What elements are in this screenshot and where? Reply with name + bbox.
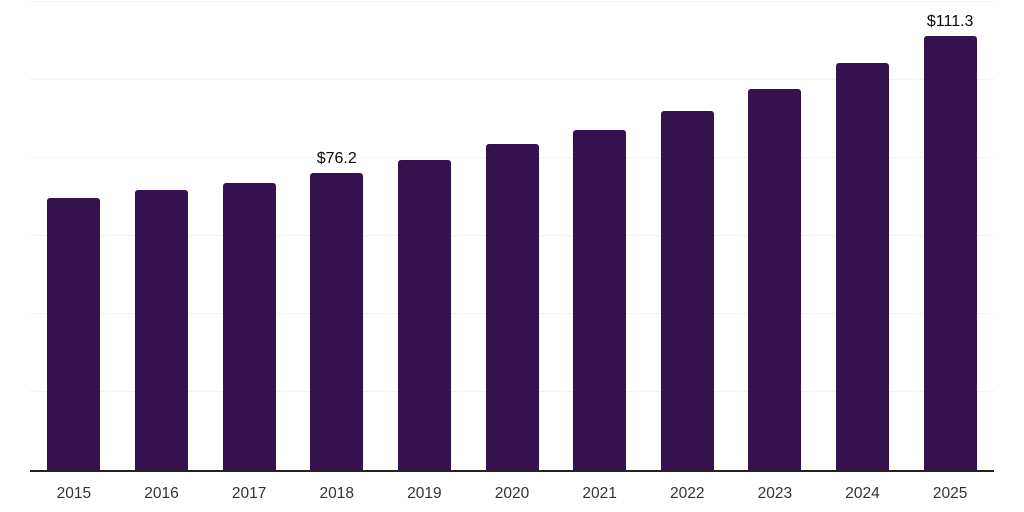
bar-2021 <box>573 129 627 470</box>
bar-2025 <box>923 35 977 470</box>
bar-2016 <box>134 190 188 470</box>
bar-2024 <box>836 63 890 470</box>
data-label-2025: $111.3 <box>926 12 974 30</box>
x-tick-2018: 2018 <box>319 485 354 502</box>
x-tick-2019: 2019 <box>407 485 442 502</box>
bar-2022 <box>660 110 714 470</box>
bar-2023 <box>748 88 802 470</box>
x-tick-2020: 2020 <box>494 485 530 502</box>
x-tick-2023: 2023 <box>757 485 793 502</box>
bar-2019 <box>397 159 451 470</box>
x-axis-labels: 2015 2016 2017 2018 2019 2020 2021 2022 2023 2024… <box>30 472 994 512</box>
x-tick-2015: 2015 <box>56 485 92 502</box>
gridline-120 <box>30 1 994 2</box>
x-tick-2016: 2016 <box>144 485 179 502</box>
bar-2017 <box>222 182 276 470</box>
bar-2018 <box>310 172 364 470</box>
plot-area: $76.2 $111.3 <box>30 0 994 472</box>
gridline-100 <box>30 79 994 80</box>
x-tick-2017: 2017 <box>231 485 267 502</box>
x-tick-2022: 2022 <box>670 485 705 502</box>
x-tick-2021: 2021 <box>582 485 617 502</box>
x-tick-2025: 2025 <box>932 485 968 502</box>
data-label-2018: $76.2 <box>316 149 357 167</box>
bar-2020 <box>485 144 539 470</box>
bar-2015 <box>47 197 101 470</box>
x-tick-2024: 2024 <box>845 485 880 502</box>
